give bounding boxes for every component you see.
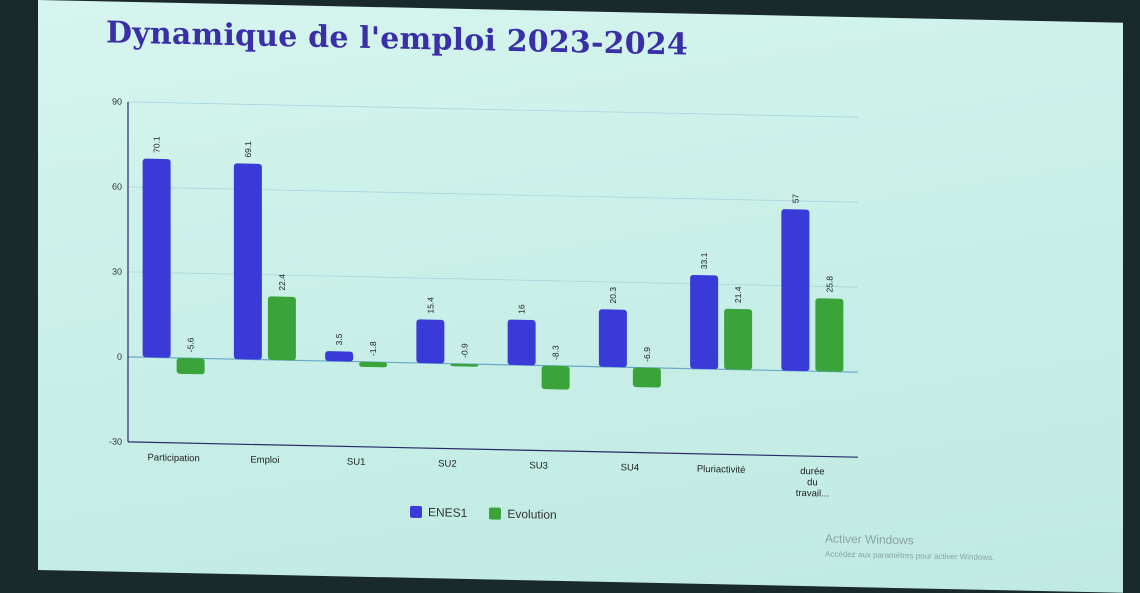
value-label: 3.5 (334, 333, 344, 345)
bar-enes1-0 (142, 158, 171, 358)
y-tick-label: 30 (112, 267, 122, 277)
x-tick-label: Participation (147, 452, 199, 464)
bar-evolution-5 (632, 367, 661, 388)
y-tick-label: -30 (109, 436, 122, 446)
x-tick-label: SU3 (529, 460, 547, 471)
value-label: 33.1 (699, 252, 709, 269)
bar-evolution-0 (176, 357, 205, 375)
value-label: 25.8 (824, 276, 834, 293)
windows-activation-watermark: Activer Windows Accédez aux paramètres p… (825, 531, 994, 562)
legend-label-evolution: Evolution (507, 506, 557, 522)
bar-evolution-1 (267, 296, 296, 361)
value-label: -8.3 (551, 345, 561, 360)
value-label: 57 (790, 194, 800, 204)
bar-enes1-1 (233, 163, 262, 360)
value-label: 15.4 (425, 297, 435, 314)
bar-evolution-6 (724, 308, 753, 370)
value-label: -6.9 (642, 347, 652, 362)
x-tick-label: SU1 (347, 456, 365, 467)
bar-enes1-6 (690, 274, 719, 370)
value-label: 16 (517, 304, 527, 314)
bar-evolution-7 (815, 298, 844, 372)
legend-label-enes1: ENES1 (428, 505, 468, 520)
bar-chart: 90 60 30 0 -30 70.1 -5.6 Participation 69.1 22.4 E… (109, 97, 858, 500)
bar-enes1-3 (416, 319, 445, 364)
bar-enes1-7 (781, 209, 810, 372)
watermark-title: Activer Windows (825, 531, 914, 548)
y-tick-label: 60 (112, 182, 122, 192)
value-label: -5.6 (186, 337, 196, 352)
legend-item-enes1: ENES1 (410, 505, 467, 520)
bar-enes1-5 (598, 309, 627, 368)
legend-swatch-enes1 (410, 505, 422, 519)
x-tick-label: Pluriactivité (697, 464, 746, 476)
y-tick-label: 90 (112, 97, 122, 107)
value-label: -0.9 (459, 343, 469, 358)
legend-item-evolution: Evolution (489, 506, 557, 522)
bar-evolution-2 (359, 361, 388, 368)
value-label: 69.1 (243, 141, 253, 158)
gridline (128, 101, 858, 118)
bar-evolution-4 (541, 365, 570, 390)
slide: Dynamique de l'emploi 2023-2024 90 60 30 0-… (38, 0, 1123, 593)
legend-swatch-evolution (489, 507, 502, 520)
value-label: 22.4 (277, 274, 287, 291)
y-tick-label: 0 (117, 352, 122, 362)
x-tick-label: du (807, 477, 818, 488)
x-tick-label: Emploi (250, 454, 279, 466)
value-label: -1.8 (368, 341, 378, 356)
x-tick-label: SU4 (621, 462, 639, 473)
x-tick-label: durée (800, 466, 824, 478)
x-tick-label: travail... (796, 488, 829, 500)
x-axis-line (128, 441, 858, 458)
value-label: 70.1 (152, 136, 162, 153)
bar-evolution-3 (450, 363, 479, 367)
value-label: 21.4 (733, 286, 743, 303)
value-label: 20.3 (608, 287, 618, 304)
x-tick-label: SU2 (438, 458, 456, 469)
bar-enes1-4 (507, 319, 536, 366)
bar-enes1-2 (325, 351, 354, 362)
